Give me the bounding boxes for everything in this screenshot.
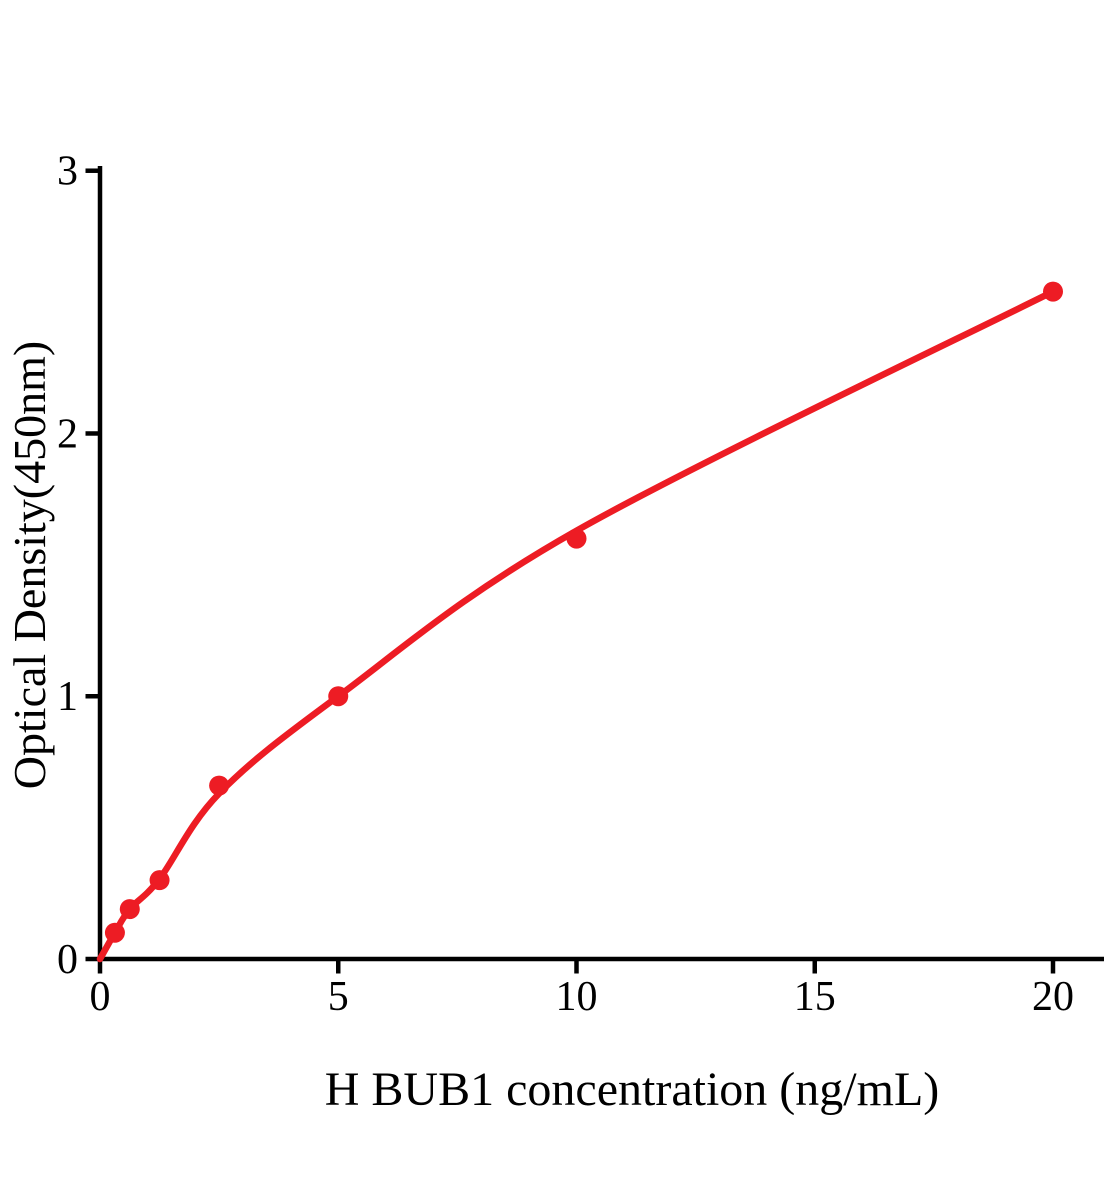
data-point [104,922,125,943]
fit-curve [96,288,1057,963]
y-axis-title: Optical Density(450nm) [4,341,55,789]
y-tick-label: 1 [57,674,78,720]
data-point [209,775,230,796]
x-tick-label: 15 [794,974,836,1020]
data-point [119,899,140,920]
y-tick-label: 0 [57,937,78,983]
data-point [1043,281,1063,302]
series-layer [96,281,1063,963]
x-axis-title: H BUB1 concentration (ng/mL) [325,1063,940,1116]
data-point [328,686,349,707]
data-point [566,528,587,549]
x-tick-label: 20 [1032,974,1074,1020]
data-point [149,870,170,891]
x-tick-label: 5 [328,974,349,1020]
x-tick-label: 0 [90,974,111,1020]
y-tick-label: 2 [57,411,78,457]
y-tick-label: 3 [57,149,78,195]
x-tick-label: 10 [556,974,598,1020]
ticks-layer: 0 5 10 15 20 0 1 2 3 [57,149,1074,1020]
